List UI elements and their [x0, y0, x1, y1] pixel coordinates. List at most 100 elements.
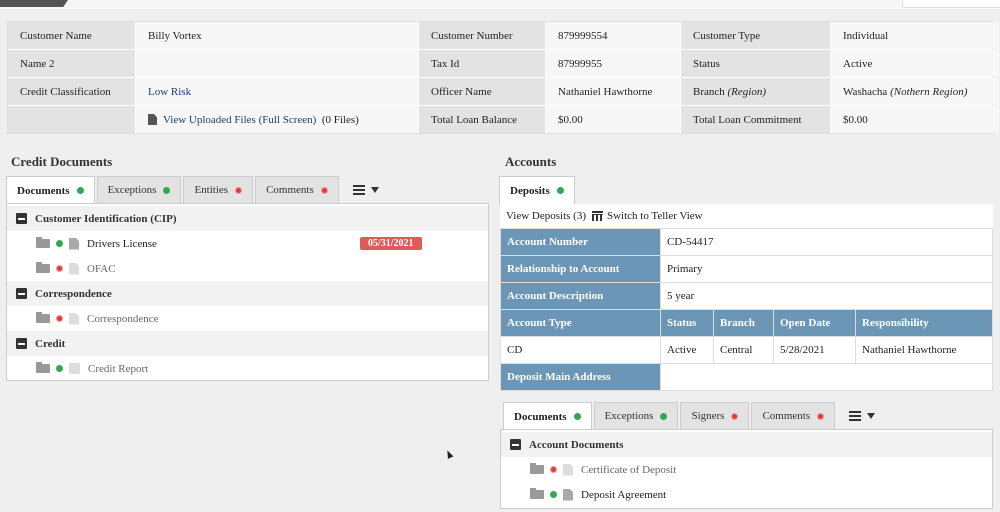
- group-name: Customer Identification (CIP): [35, 212, 177, 225]
- status-dot-red: [550, 466, 557, 473]
- group-name: Account Documents: [529, 438, 624, 451]
- branch-label: Branch (Region): [681, 78, 830, 105]
- tax-id-value: 87999955: [546, 50, 680, 77]
- tab-label: Exceptions: [604, 410, 654, 422]
- relationship-label: Relationship to Account: [500, 255, 661, 283]
- status-dot-red: [320, 186, 328, 194]
- total-loan-commitment-label: Total Loan Commitment: [681, 106, 830, 133]
- status-dot-green: [573, 413, 581, 420]
- collapse-icon[interactable]: [16, 288, 27, 299]
- tab-label: Documents: [17, 184, 70, 197]
- accounts-tabs: Deposits: [499, 176, 577, 204]
- status-dot-red: [731, 412, 739, 420]
- tab-documents[interactable]: Documents: [503, 402, 592, 430]
- account-number-value: CD-54417: [660, 228, 993, 256]
- total-loan-balance-value: $0.00: [546, 106, 680, 133]
- folder-open-icon[interactable]: [530, 488, 544, 499]
- status-dot-green: [56, 240, 63, 247]
- tab-exceptions[interactable]: Exceptions: [96, 176, 182, 203]
- collapse-icon[interactable]: [510, 439, 521, 450]
- top-tab-indicator: [0, 0, 68, 7]
- document-icon: [69, 262, 79, 275]
- tab-label: Exceptions: [107, 184, 157, 196]
- document-label[interactable]: Correspondence: [87, 312, 159, 325]
- status-dot-green: [556, 187, 564, 194]
- relationship-value: Primary: [660, 255, 993, 283]
- folder-open-icon[interactable]: [36, 362, 50, 373]
- document-item[interactable]: Drivers License 05/31/2021: [7, 231, 488, 256]
- tax-id-label: Tax Id: [419, 50, 545, 77]
- tabs-menu-button[interactable]: [837, 402, 887, 429]
- credit-classification-label: Credit Classification: [8, 78, 135, 105]
- tab-label: Comments: [762, 410, 811, 422]
- account-docs-tabs: Documents Exceptions Signers Comments: [503, 402, 887, 430]
- col-status: Status: [660, 309, 714, 337]
- folder-open-icon[interactable]: [36, 312, 50, 323]
- document-item[interactable]: Credit Report: [7, 356, 488, 381]
- status-label: Status: [681, 50, 830, 77]
- officer-name-value: Nathaniel Hawthorne: [546, 78, 680, 105]
- branch-value: Washacha (Nothern Region): [831, 78, 999, 105]
- bank-icon: [592, 211, 603, 221]
- document-label[interactable]: Certificate of Deposit: [581, 463, 677, 476]
- branch-label-region: (Region): [727, 85, 766, 98]
- document-label[interactable]: Drivers License: [87, 237, 157, 250]
- cell-open-date: 5/28/2021: [773, 336, 856, 364]
- status-value: Active: [831, 50, 999, 77]
- view-uploaded-files-link[interactable]: View Uploaded Files (Full Screen): [163, 113, 317, 126]
- document-icon: [69, 312, 79, 325]
- branch-label-text: Branch: [693, 85, 725, 98]
- document-icon: [69, 237, 79, 250]
- deposits-view-bar: View Deposits (3) Switch to Teller View: [500, 204, 993, 228]
- credit-docs-tabs: Documents Exceptions Entities Comments: [6, 176, 391, 204]
- document-item[interactable]: Correspondence: [7, 306, 488, 331]
- top-strip: [0, 0, 1000, 9]
- description-value: 5 year: [660, 282, 993, 310]
- folder-open-icon[interactable]: [530, 463, 544, 474]
- tab-deposits[interactable]: Deposits: [499, 176, 575, 204]
- document-label[interactable]: Deposit Agreement: [581, 488, 667, 501]
- tab-label: Deposits: [510, 184, 550, 197]
- group-header[interactable]: Credit: [7, 331, 488, 356]
- tab-exceptions[interactable]: Exceptions: [593, 402, 679, 429]
- status-dot-green: [56, 365, 63, 372]
- files-count: (0 Files): [321, 113, 359, 126]
- view-deposits-link[interactable]: View Deposits (3): [506, 210, 586, 222]
- file-icon: [148, 114, 157, 125]
- tab-label: Signers: [691, 410, 725, 422]
- group-header[interactable]: Correspondence: [7, 281, 488, 306]
- account-details-table: Account Number CD-54417 Relationship to …: [500, 228, 993, 391]
- document-item[interactable]: OFAC: [7, 256, 488, 281]
- customer-number-value: 879999554: [546, 22, 680, 49]
- collapse-icon[interactable]: [16, 213, 27, 224]
- document-item[interactable]: Deposit Agreement: [501, 482, 992, 507]
- document-item[interactable]: Certificate of Deposit: [501, 457, 992, 482]
- group-header[interactable]: Customer Identification (CIP): [7, 206, 488, 231]
- switch-teller-view-link[interactable]: Switch to Teller View: [607, 210, 703, 222]
- accounts-title: Accounts: [505, 154, 557, 169]
- document-label[interactable]: Credit Report: [88, 362, 149, 375]
- tab-documents[interactable]: Documents: [6, 176, 95, 204]
- tab-label: Entities: [194, 184, 229, 196]
- top-right-tab[interactable]: [902, 0, 1000, 8]
- table-row: CD Active Central 5/28/2021 Nathaniel Ha…: [500, 336, 993, 364]
- credit-classification-link[interactable]: Low Risk: [136, 78, 418, 105]
- tab-entities[interactable]: Entities: [183, 176, 254, 203]
- tab-comments[interactable]: Comments: [255, 176, 339, 203]
- tabs-menu-button[interactable]: [341, 176, 391, 203]
- hamburger-icon: [849, 410, 862, 421]
- folder-open-icon[interactable]: [36, 237, 50, 248]
- account-number-label: Account Number: [500, 228, 661, 256]
- collapse-icon[interactable]: [16, 338, 27, 349]
- status-dot-green: [660, 412, 668, 420]
- customer-type-value: Individual: [831, 22, 999, 49]
- hamburger-icon: [352, 184, 365, 195]
- tab-signers[interactable]: Signers: [680, 402, 750, 429]
- officer-name-label: Officer Name: [419, 78, 545, 105]
- document-label[interactable]: OFAC: [87, 262, 116, 275]
- tab-comments[interactable]: Comments: [751, 402, 836, 429]
- cell-status: Active: [660, 336, 714, 364]
- credit-documents-title: Credit Documents: [11, 154, 113, 169]
- folder-open-icon[interactable]: [36, 262, 50, 273]
- group-header[interactable]: Account Documents: [501, 432, 992, 457]
